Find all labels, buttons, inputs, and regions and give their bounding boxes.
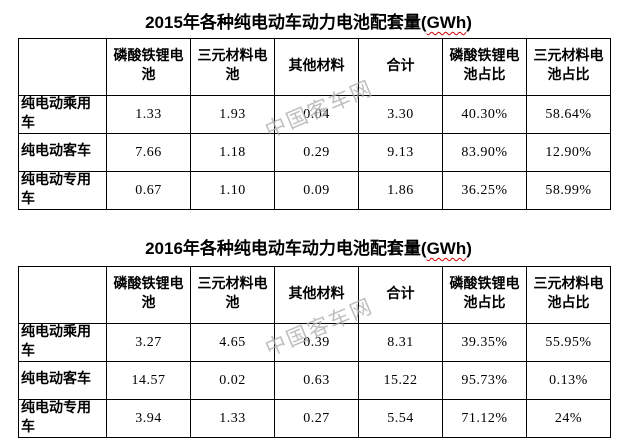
cell-value: 5.54 [358, 399, 443, 438]
cell-value: 0.09 [274, 171, 359, 210]
row-label: 纯电动专用车 [18, 399, 107, 438]
row-label: 纯电动专用车 [18, 171, 107, 210]
cell-value: 1.10 [190, 171, 275, 210]
cell-value: 83.90% [442, 133, 527, 172]
cell-value: 0.67 [106, 171, 191, 210]
header-row: 磷酸铁锂电池 三元材料电池 其他材料 合计 磷酸铁锂电池占比 三元材料电池占比 [18, 266, 611, 324]
cell-value: 3.27 [106, 323, 191, 362]
header-ternary-share: 三元材料电池占比 [526, 38, 611, 96]
cell-value: 95.73% [442, 361, 527, 400]
header-ternary-battery: 三元材料电池 [190, 38, 275, 96]
cell-value: 8.31 [358, 323, 443, 362]
header-total: 合计 [358, 266, 443, 324]
cell-value: 0.27 [274, 399, 359, 438]
cell-value: 3.94 [106, 399, 191, 438]
header-ternary-share: 三元材料电池占比 [526, 266, 611, 324]
cell-value: 15.22 [358, 361, 443, 400]
cell-value: 0.13% [526, 361, 611, 400]
cell-value: 4.65 [190, 323, 275, 362]
cell-value: 0.02 [190, 361, 275, 400]
cell-value: 1.86 [358, 171, 443, 210]
table-row-special: 纯电动专用车 3.94 1.33 0.27 5.54 71.12% 24% [18, 399, 611, 438]
cell-value: 0.04 [274, 95, 359, 134]
header-lfp-share: 磷酸铁锂电池占比 [442, 38, 527, 96]
table-row-passenger: 纯电动乘用车 1.33 1.93 0.04 3.30 40.30% 58.64% [18, 95, 611, 134]
cell-value: 58.64% [526, 95, 611, 134]
cell-value: 36.25% [442, 171, 527, 210]
title-close-paren-2016: ) [466, 239, 472, 258]
table-row-special: 纯电动专用车 0.67 1.10 0.09 1.86 36.25% 58.99% [18, 171, 611, 210]
table-row-passenger: 纯电动乘用车 3.27 4.65 0.39 8.31 39.35% 55.95% [18, 323, 611, 362]
title-gwh-spellcheck-2016: GWh [426, 239, 467, 258]
header-other-material: 其他材料 [274, 38, 359, 96]
cell-value: 14.57 [106, 361, 191, 400]
cell-value: 0.29 [274, 133, 359, 172]
corner-cell [18, 38, 107, 96]
cell-value: 55.95% [526, 323, 611, 362]
title-text-2015: 2015年各种纯电动车动力电池配套量( [145, 13, 427, 32]
row-label: 纯电动乘用车 [18, 95, 107, 134]
cell-value: 3.30 [358, 95, 443, 134]
cell-value: 1.18 [190, 133, 275, 172]
cell-value: 9.13 [358, 133, 443, 172]
battery-table-2016: 磷酸铁锂电池 三元材料电池 其他材料 合计 磷酸铁锂电池占比 三元材料电池占比 … [18, 266, 611, 438]
cell-value: 40.30% [442, 95, 527, 134]
cell-value: 1.93 [190, 95, 275, 134]
cell-value: 0.39 [274, 323, 359, 362]
cell-value: 12.90% [526, 133, 611, 172]
table-title-2015: 2015年各种纯电动车动力电池配套量(GWh) [0, 8, 617, 33]
cell-value: 7.66 [106, 133, 191, 172]
cell-value: 0.63 [274, 361, 359, 400]
header-row: 磷酸铁锂电池 三元材料电池 其他材料 合计 磷酸铁锂电池占比 三元材料电池占比 [18, 38, 611, 96]
row-label: 纯电动客车 [18, 361, 107, 400]
cell-value: 1.33 [190, 399, 275, 438]
header-ternary-battery: 三元材料电池 [190, 266, 275, 324]
title-close-paren-2015: ) [466, 13, 472, 32]
cell-value: 1.33 [106, 95, 191, 134]
title-gwh-spellcheck-2015: GWh [426, 13, 467, 32]
header-other-material: 其他材料 [274, 266, 359, 324]
cell-value: 24% [526, 399, 611, 438]
cell-value: 58.99% [526, 171, 611, 210]
cell-value: 71.12% [442, 399, 527, 438]
header-lfp-battery: 磷酸铁锂电池 [106, 266, 191, 324]
corner-cell [18, 266, 107, 324]
battery-table-2015: 磷酸铁锂电池 三元材料电池 其他材料 合计 磷酸铁锂电池占比 三元材料电池占比 … [18, 38, 611, 210]
table-row-bus: 纯电动客车 14.57 0.02 0.63 15.22 95.73% 0.13% [18, 361, 611, 400]
header-total: 合计 [358, 38, 443, 96]
header-lfp-share: 磷酸铁锂电池占比 [442, 266, 527, 324]
title-text-2016: 2016年各种纯电动车动力电池配套量( [145, 239, 427, 258]
row-label: 纯电动客车 [18, 133, 107, 172]
row-label: 纯电动乘用车 [18, 323, 107, 362]
header-lfp-battery: 磷酸铁锂电池 [106, 38, 191, 96]
table-title-2016: 2016年各种纯电动车动力电池配套量(GWh) [0, 234, 617, 259]
table-row-bus: 纯电动客车 7.66 1.18 0.29 9.13 83.90% 12.90% [18, 133, 611, 172]
cell-value: 39.35% [442, 323, 527, 362]
